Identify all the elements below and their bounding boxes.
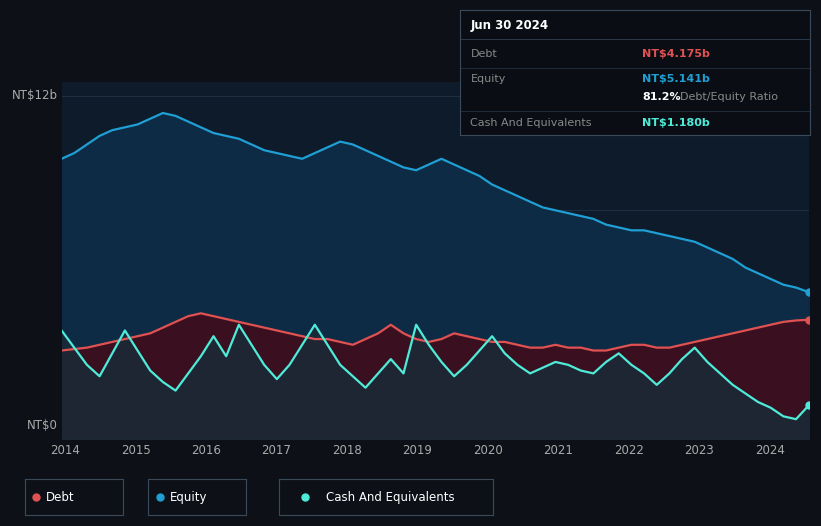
Text: Cash And Equivalents: Cash And Equivalents <box>470 117 592 127</box>
Text: Debt: Debt <box>46 491 75 503</box>
Text: Debt/Equity Ratio: Debt/Equity Ratio <box>681 93 778 103</box>
Text: NT$5.141b: NT$5.141b <box>642 74 710 84</box>
Text: NT$12b: NT$12b <box>11 89 57 103</box>
Text: Cash And Equivalents: Cash And Equivalents <box>326 491 455 503</box>
Text: Equity: Equity <box>470 74 506 84</box>
Text: Debt: Debt <box>470 49 498 59</box>
Text: 81.2%: 81.2% <box>642 93 681 103</box>
Text: NT$0: NT$0 <box>27 419 57 432</box>
Text: NT$1.180b: NT$1.180b <box>642 117 709 127</box>
Text: Equity: Equity <box>169 491 207 503</box>
Text: Jun 30 2024: Jun 30 2024 <box>470 18 548 32</box>
Text: NT$4.175b: NT$4.175b <box>642 49 710 59</box>
